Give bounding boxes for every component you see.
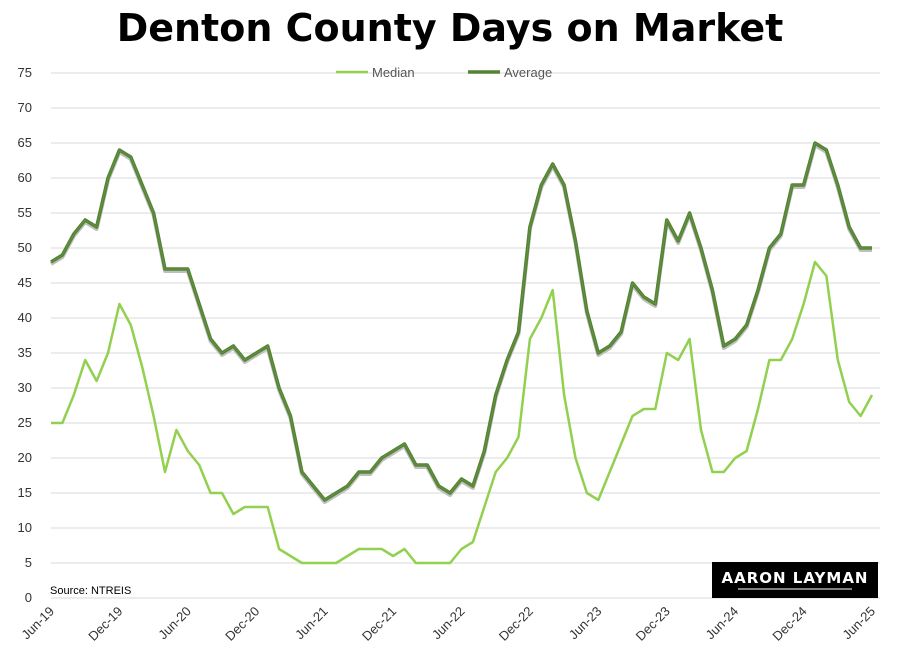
y-tick-label: 0 <box>25 590 32 605</box>
x-tick-label: Jun-25 <box>839 604 878 643</box>
legend: Median Average <box>336 65 552 80</box>
y-tick-label: 75 <box>18 65 32 80</box>
logo: AARON LAYMAN <box>712 562 878 598</box>
x-tick-label: Jun-22 <box>429 604 468 643</box>
x-tick-label: Jun-20 <box>155 604 194 643</box>
x-tick-label: Dec-21 <box>359 604 399 644</box>
y-tick-label: 10 <box>18 520 32 535</box>
x-tick-label: Dec-24 <box>769 604 809 644</box>
x-tick-label: Dec-20 <box>222 604 262 644</box>
series-line-median <box>51 260 874 565</box>
x-tick-label: Jun-21 <box>292 604 331 643</box>
series-highlight-average <box>50 142 872 501</box>
y-tick-label: 55 <box>18 205 32 220</box>
x-tick-label: Jun-24 <box>703 604 742 643</box>
y-tick-label: 25 <box>18 415 32 430</box>
logo-background <box>712 562 878 598</box>
y-tick-label: 40 <box>18 310 32 325</box>
y-tick-label: 5 <box>25 555 32 570</box>
source-annotation: Source: NTREIS <box>50 585 131 597</box>
y-tick-label: 30 <box>18 380 32 395</box>
y-tick-label: 70 <box>18 100 32 115</box>
legend-average-label: Average <box>504 65 552 80</box>
chart-title: Denton County Days on Market <box>116 6 784 50</box>
logo-text: AARON LAYMAN <box>722 569 869 587</box>
x-tick-label: Dec-23 <box>633 604 673 644</box>
y-tick-label: 35 <box>18 345 32 360</box>
y-tick-label: 45 <box>18 275 32 290</box>
x-tick-label: Jun-23 <box>566 604 605 643</box>
x-tick-label: Dec-22 <box>496 604 536 644</box>
y-tick-label: 20 <box>18 450 32 465</box>
x-axis-ticks: Jun-19 Dec-19 Jun-20 Dec-20 Jun-21 Dec-21 Jun-… <box>18 604 878 644</box>
y-tick-label: 15 <box>18 485 32 500</box>
y-tick-label: 65 <box>18 135 32 150</box>
y-axis-ticks: 0 5 10 15 20 25 30 35 40 45 50 55 60 65 70 75 <box>18 65 32 605</box>
x-tick-label: Dec-19 <box>85 604 125 644</box>
y-tick-label: 60 <box>18 170 32 185</box>
legend-median-label: Median <box>372 65 415 80</box>
y-tick-label: 50 <box>18 240 32 255</box>
gridlines <box>51 72 880 599</box>
x-tick-label: Jun-19 <box>18 604 57 643</box>
series-lines <box>49 141 874 565</box>
